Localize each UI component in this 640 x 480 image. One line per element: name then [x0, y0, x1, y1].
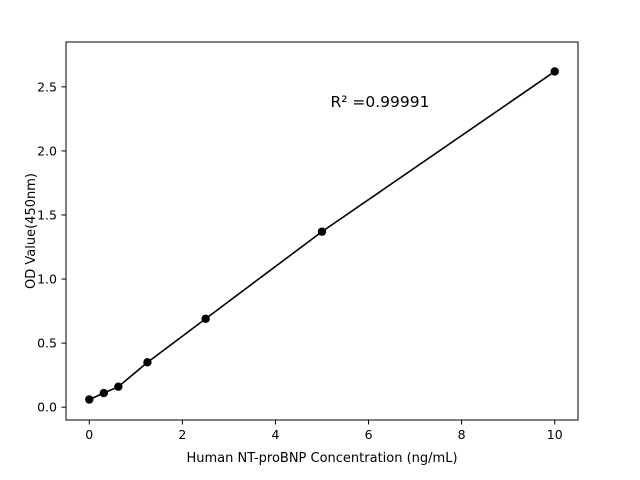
x-tick-label: 8 — [458, 427, 466, 442]
r-squared-annotation: R² =0.99991 — [331, 93, 430, 111]
x-tick-label: 10 — [547, 427, 563, 442]
data-point — [114, 382, 123, 391]
data-point — [317, 227, 327, 236]
data-point — [99, 388, 109, 398]
x-tick-label: 6 — [365, 427, 373, 442]
x-axis-label: Human NT-proBNP Concentration (ng/mL) — [186, 451, 457, 466]
x-tick-label: 4 — [271, 427, 279, 442]
y-tick-label: 1.0 — [37, 272, 57, 287]
y-axis-label: OD Value(450nm) — [24, 173, 39, 289]
y-tick-label: 2.5 — [37, 79, 57, 94]
plot-border — [65, 41, 579, 421]
data-point — [550, 67, 559, 76]
x-tick-label: 2 — [178, 427, 186, 442]
y-tick-label: 1.5 — [37, 207, 57, 222]
data-point — [143, 358, 152, 367]
x-tick-label: 0 — [85, 427, 93, 442]
data-point — [85, 395, 94, 404]
data-point — [201, 314, 210, 323]
plot-layer: 0 2 4 6 8 10 0.0 0.5 1.0 1.5 2.0 2.5 — [37, 41, 579, 442]
y-tick-label: 0.5 — [37, 336, 57, 351]
y-tick-label: 2.0 — [37, 143, 57, 158]
y-tick-label: 0.0 — [37, 400, 57, 415]
